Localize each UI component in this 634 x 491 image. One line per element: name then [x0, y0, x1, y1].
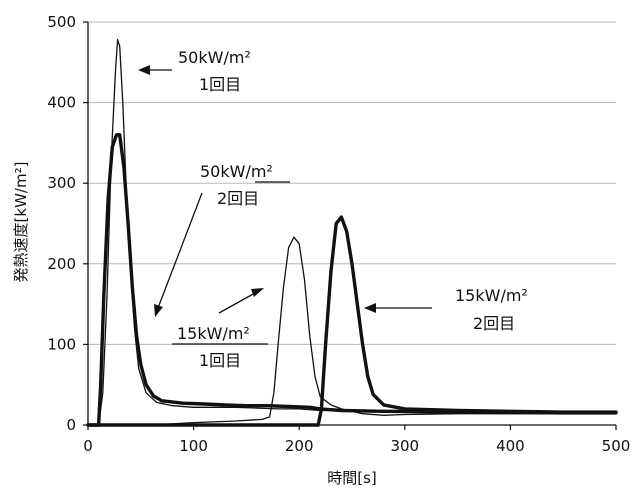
annotation-15kw-second: 15kW/m² 2回目: [364, 286, 528, 333]
annotation-15kw-second-line2: 2回目: [473, 314, 515, 333]
x-axis-title: 時間[s]: [327, 469, 377, 487]
annotation-15kw-first-line1: 15kW/m²: [177, 324, 250, 343]
tick-label-x-500: 500: [602, 437, 631, 455]
tick-label-x-100: 100: [179, 437, 208, 455]
tick-label-y-200: 200: [47, 255, 76, 273]
series-line-1: [87, 39, 617, 426]
annotation-15kw-first-line2: 1回目: [199, 351, 241, 370]
annotation-50kw-first: 50kW/m² 1回目: [138, 48, 251, 94]
annotation-50kw-first-line2: 1回目: [199, 75, 241, 94]
annotation-50kw-first-line1: 50kW/m²: [178, 48, 251, 67]
axes: [87, 22, 616, 426]
annotation-50kw-second-line2: 2回目: [217, 189, 259, 208]
annotation-15kw-second-line1: 15kW/m²: [455, 286, 528, 305]
annotation-50kw-first-arrowhead: [138, 65, 150, 75]
series-line-4: [86, 215, 618, 427]
annotation-50kw-second-arrow: [157, 192, 203, 309]
tick-label-x-200: 200: [285, 437, 314, 455]
tick-label-y-300: 300: [47, 174, 76, 192]
annotation-15kw-second-arrowhead: [364, 303, 376, 313]
annotation-15kw-first-arrowhead: [251, 288, 264, 297]
annotation-50kw-second: 50kW/m² 2回目: [154, 162, 290, 317]
tick-label-y-0: 0: [66, 416, 76, 434]
tick-label-y-400: 400: [47, 94, 76, 112]
tick-label-x-400: 400: [496, 437, 525, 455]
tick-labels: 0 100 200 300 400 500 0 100 200 300 400 500: [47, 13, 630, 455]
tick-label-x-300: 300: [390, 437, 419, 455]
annotation-50kw-second-arrowhead: [154, 304, 163, 317]
series-line-3: [87, 236, 617, 426]
tick-label-x-0: 0: [83, 437, 93, 455]
annotation-15kw-first: 15kW/m² 1回目: [172, 288, 268, 370]
series-line-2: [86, 133, 618, 427]
data-series: [86, 39, 618, 427]
y-axis-title: 発熱速度[kW/m²]: [12, 162, 30, 283]
grid-lines: [88, 21, 616, 345]
tick-label-y-100: 100: [47, 335, 76, 353]
annotation-50kw-second-line1: 50kW/m²: [200, 162, 273, 181]
annotation-15kw-first-arrow: [218, 292, 256, 314]
tick-label-y-500: 500: [47, 13, 76, 31]
